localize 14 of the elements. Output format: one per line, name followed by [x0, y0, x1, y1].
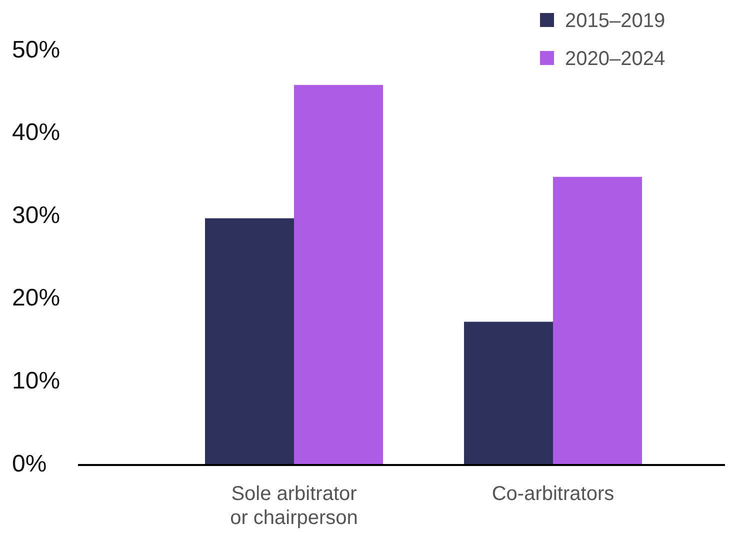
y-tick-label: 10% [12, 368, 60, 395]
y-tick-label: 50% [12, 36, 60, 64]
bar [294, 84, 383, 465]
x-tick-label: Sole arbitrator or chairperson [230, 483, 358, 529]
bar [205, 218, 294, 465]
y-tick-label: 20% [12, 284, 60, 312]
legend-label: 2015–2019 [565, 10, 666, 32]
bar [553, 176, 642, 465]
y-tick-label: 30% [12, 202, 60, 229]
y-tick-label: 40% [12, 119, 60, 146]
x-tick-label: Co-arbitrators [492, 483, 614, 505]
legend-label: 2020–2024 [565, 48, 666, 70]
y-tick-label: 0% [12, 450, 47, 478]
bar [464, 322, 553, 465]
